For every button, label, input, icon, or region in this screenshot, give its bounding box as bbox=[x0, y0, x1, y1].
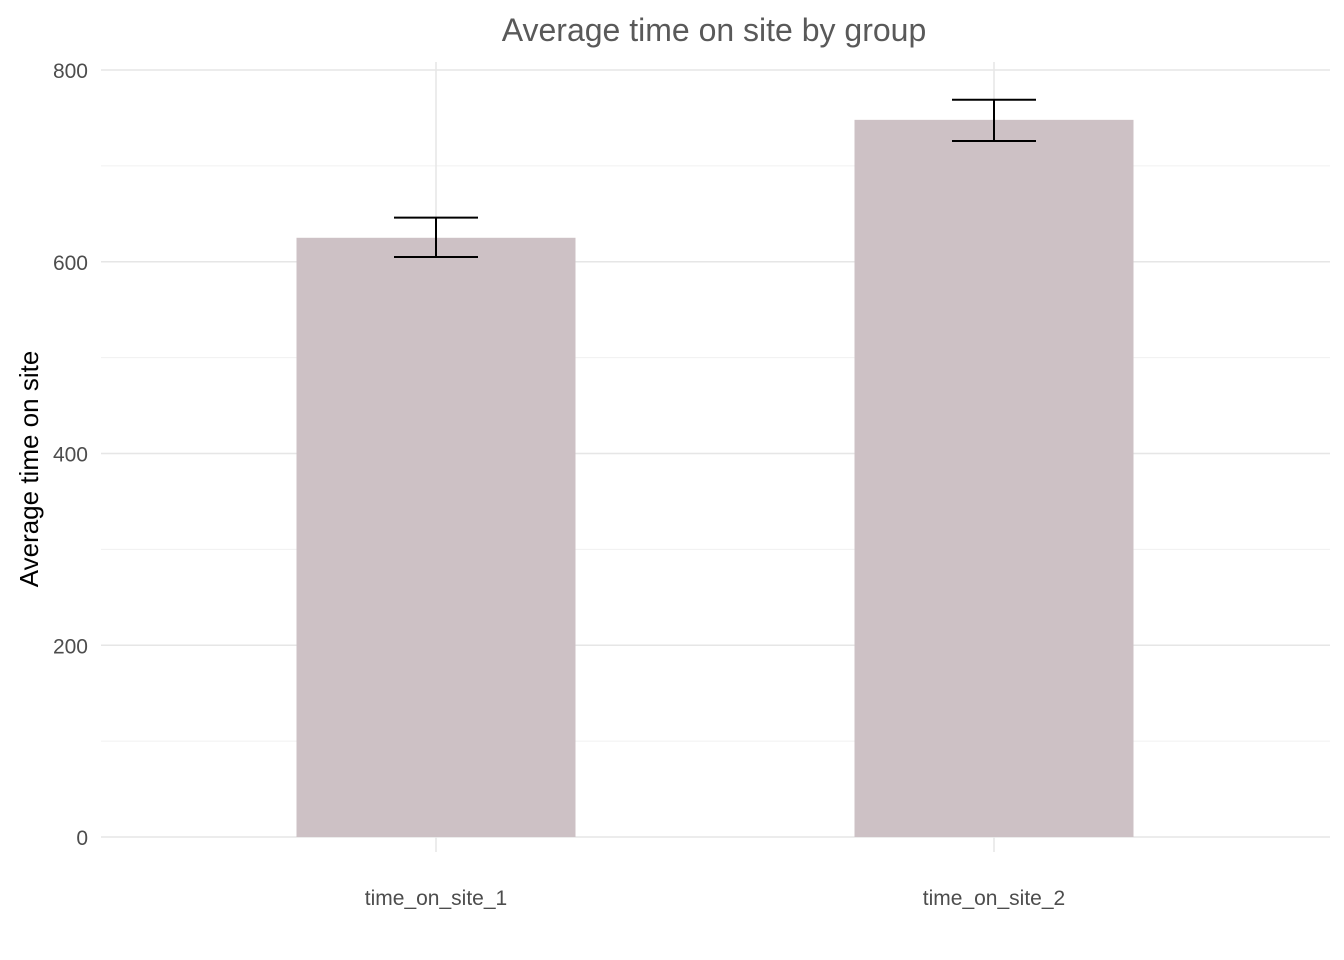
x-tick-label: time_on_site_2 bbox=[923, 887, 1065, 910]
y-tick-label: 800 bbox=[53, 60, 88, 83]
x-tick-label: time_on_site_1 bbox=[365, 887, 507, 910]
error-bar-time_on_site_1 bbox=[394, 216, 478, 258]
error-bar-time_on_site_2 bbox=[952, 98, 1036, 142]
bar-time_on_site_2 bbox=[854, 119, 1134, 838]
y-tick-label: 200 bbox=[53, 635, 88, 658]
y-tick-label: 600 bbox=[53, 252, 88, 275]
bar-time_on_site_1 bbox=[296, 237, 576, 837]
bars bbox=[296, 119, 1134, 838]
y-axis-ticks: 0 200 400 600 800 bbox=[53, 60, 88, 850]
y-axis-label: Average time on site bbox=[14, 351, 44, 588]
x-axis-ticks: time_on_site_1 time_on_site_2 bbox=[365, 887, 1065, 910]
y-tick-label: 400 bbox=[53, 444, 88, 467]
y-tick-label: 0 bbox=[76, 827, 88, 850]
chart-title: Average time on site by group bbox=[502, 12, 927, 48]
grid-lines bbox=[101, 62, 1330, 852]
error-bars bbox=[394, 98, 1036, 258]
